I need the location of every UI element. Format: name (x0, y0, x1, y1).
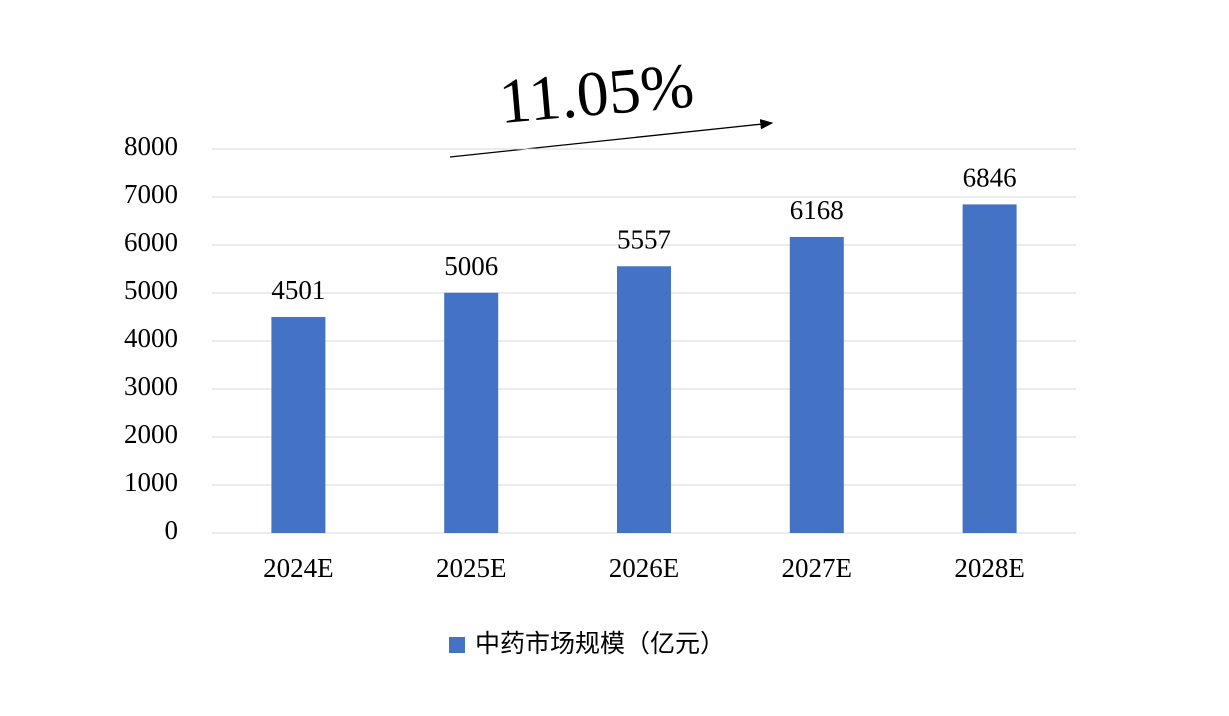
bar (789, 236, 844, 533)
x-tick-label: 2025E (436, 553, 507, 583)
bar (962, 204, 1017, 533)
x-tick-label: 2026E (609, 553, 680, 583)
bar (444, 292, 499, 533)
trend-arrow (449, 119, 774, 158)
y-tick-label: 0 (165, 515, 179, 545)
y-tick-label: 8000 (124, 131, 178, 161)
legend-swatch (449, 637, 465, 653)
y-tick-label: 7000 (124, 179, 178, 209)
y-tick-label: 2000 (124, 419, 178, 449)
growth-annotation: 11.05% (496, 49, 696, 137)
y-tick-label: 5000 (124, 275, 178, 305)
x-tick-label: 2024E (263, 553, 334, 583)
y-tick-label: 1000 (124, 467, 178, 497)
data-label: 6846 (963, 163, 1017, 193)
legend-label: 中药市场规模（亿元） (475, 629, 725, 658)
y-tick-label: 3000 (124, 371, 178, 401)
bar (271, 316, 326, 533)
x-tick-label: 2028E (954, 553, 1025, 583)
data-label: 6168 (790, 195, 844, 225)
bar (617, 266, 671, 533)
data-label: 5006 (444, 251, 498, 281)
x-tick-label: 2027E (782, 553, 853, 583)
data-label: 5557 (617, 224, 671, 254)
data-label: 4501 (271, 275, 325, 305)
y-tick-label: 4000 (124, 323, 178, 353)
y-tick-label: 6000 (124, 227, 178, 257)
